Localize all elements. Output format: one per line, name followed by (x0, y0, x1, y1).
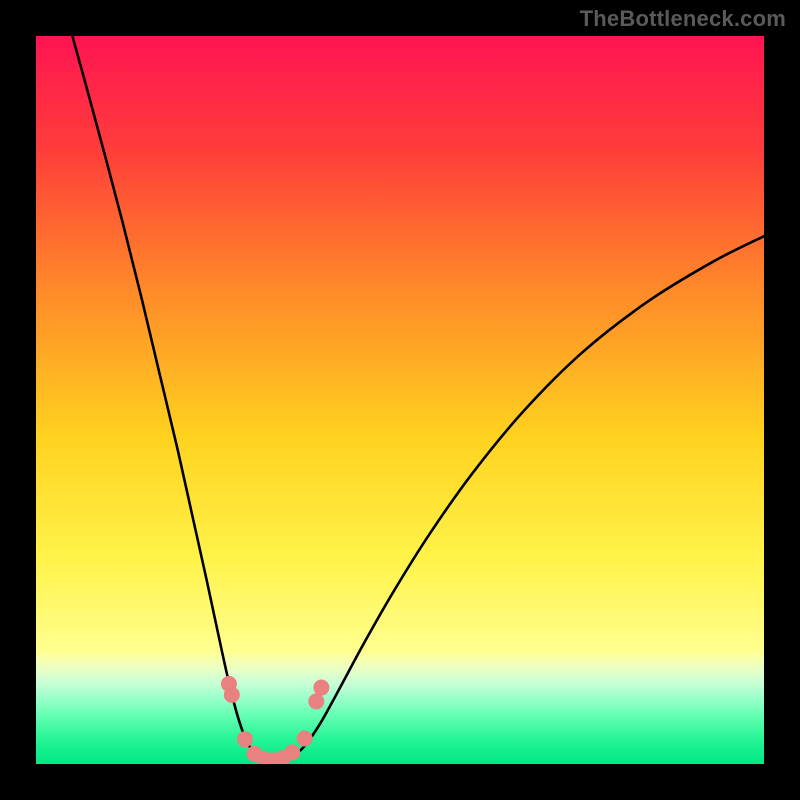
curve-marker (309, 694, 324, 709)
curve-marker (285, 745, 300, 760)
gradient-background (36, 36, 764, 764)
chart-frame: TheBottleneck.com (0, 0, 800, 800)
plot-inner-area (36, 36, 764, 764)
curve-marker (224, 687, 239, 702)
curve-marker (237, 732, 252, 747)
curve-marker (314, 680, 329, 695)
bottleneck-curve-chart (36, 36, 764, 764)
curve-marker (297, 731, 312, 746)
watermark-text: TheBottleneck.com (580, 6, 786, 32)
